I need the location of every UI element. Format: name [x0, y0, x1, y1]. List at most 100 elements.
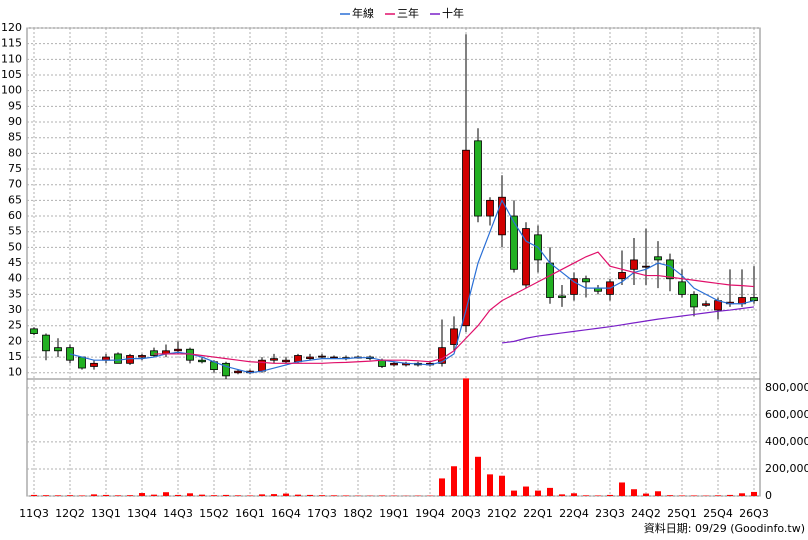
- y-tick-label: 35: [8, 287, 22, 300]
- volume-bar: [595, 495, 601, 496]
- volume-bar: [583, 495, 589, 496]
- x-tick-label: 20Q3: [451, 507, 481, 520]
- y-tick-label: 80: [8, 146, 22, 159]
- volume-bar: [343, 495, 349, 496]
- x-tick-label: 19Q1: [379, 507, 409, 520]
- volume-bar: [79, 495, 85, 496]
- y-tick-label: 75: [8, 162, 22, 175]
- candle-body: [666, 259, 674, 280]
- candle-body: [234, 370, 242, 374]
- y-tick-label: 10: [8, 366, 22, 379]
- candle-body: [678, 281, 686, 295]
- volume-bar: [499, 475, 505, 496]
- volume-bar: [31, 494, 37, 496]
- candle-body: [498, 196, 506, 236]
- volume-bar: [379, 495, 385, 496]
- candle-body: [270, 358, 278, 361]
- volume-bar: [547, 487, 553, 496]
- candle-body: [90, 362, 98, 367]
- candle-body: [138, 355, 146, 358]
- y2-tick-label: 400,000: [765, 435, 808, 448]
- volume-bar: [679, 495, 685, 496]
- volume-bar: [319, 495, 325, 496]
- x-tick-label: 17Q3: [307, 507, 337, 520]
- candle-body: [654, 256, 662, 261]
- volume-bar: [439, 478, 445, 496]
- candle-body: [462, 149, 470, 327]
- line-series: [154, 251, 755, 364]
- x-tick-label: 18Q2: [343, 507, 373, 520]
- y-tick-label: 60: [8, 209, 22, 222]
- x-tick-label: 22Q4: [559, 507, 589, 520]
- volume-bar: [487, 474, 493, 496]
- y-tick-label: 15: [8, 350, 22, 363]
- y-tick-label: 115: [1, 37, 22, 50]
- x-tick-label: 26Q3: [739, 507, 769, 520]
- volume-bar: [331, 495, 337, 496]
- volume-bar: [115, 495, 121, 496]
- y2-tick-label: 0: [765, 489, 772, 502]
- candle-body: [714, 300, 722, 311]
- volume-bar: [715, 495, 721, 496]
- y-tick-label: 90: [8, 115, 22, 128]
- volume-bar: [727, 494, 733, 496]
- candle-body: [378, 359, 386, 367]
- candle-body: [510, 215, 518, 270]
- candle-body: [438, 347, 446, 364]
- x-tick-label: 25Q4: [703, 507, 733, 520]
- y-tick-label: 25: [8, 319, 22, 332]
- candle-body: [330, 356, 338, 359]
- volume-bar: [307, 494, 313, 496]
- x-tick-label: 13Q1: [91, 507, 121, 520]
- line-series: [69, 198, 755, 374]
- x-tick-label: 24Q2: [631, 507, 661, 520]
- candle-body: [702, 303, 710, 306]
- y-tick-label: 50: [8, 240, 22, 253]
- volume-bar: [55, 495, 61, 496]
- x-tick-label: 21Q2: [487, 507, 517, 520]
- x-tick-label: 14Q3: [163, 507, 193, 520]
- volume-bar: [91, 494, 97, 496]
- volume-bar: [511, 490, 517, 496]
- x-tick-label: 12Q2: [55, 507, 85, 520]
- volume-bar: [163, 492, 169, 496]
- candle-body: [174, 348, 182, 352]
- volume-bar: [223, 494, 229, 496]
- candle-body: [42, 334, 50, 352]
- y-tick-label: 40: [8, 272, 22, 285]
- candle-body: [78, 356, 86, 369]
- candle-body: [306, 356, 314, 360]
- y-tick-label: 110: [1, 52, 22, 65]
- volume-bar: [235, 495, 241, 496]
- candle-body: [486, 199, 494, 217]
- volume-bar: [283, 493, 289, 496]
- volume-bar: [211, 495, 217, 496]
- y-tick-label: 55: [8, 225, 22, 238]
- candle-body: [582, 278, 590, 283]
- x-tick-label: 19Q4: [415, 507, 445, 520]
- candle-body: [474, 140, 482, 217]
- candle-body: [114, 353, 122, 364]
- candle-body: [294, 355, 302, 363]
- volume-bar: [127, 495, 133, 496]
- x-tick-label: 16Q1: [235, 507, 265, 520]
- candle-body: [618, 272, 626, 280]
- volume-bar: [607, 494, 613, 496]
- y2-tick-label: 200,000: [765, 462, 808, 475]
- candle-body: [522, 228, 530, 286]
- volume-bar: [475, 456, 481, 496]
- volume-bar: [643, 493, 649, 496]
- legend-label: 年線: [352, 6, 374, 20]
- volume-bar: [619, 482, 625, 496]
- legend-label: 三年: [397, 6, 419, 20]
- y-tick-label: 105: [1, 68, 22, 81]
- volume-bar: [523, 486, 529, 496]
- y-tick-label: 85: [8, 131, 22, 144]
- volume-bar: [631, 489, 637, 496]
- footnote: 資料日期: 09/29 (Goodinfo.tw): [644, 521, 805, 535]
- volume-bar: [451, 466, 457, 496]
- candle-body: [198, 359, 206, 363]
- x-tick-label: 23Q3: [595, 507, 625, 520]
- candle-body: [54, 347, 62, 352]
